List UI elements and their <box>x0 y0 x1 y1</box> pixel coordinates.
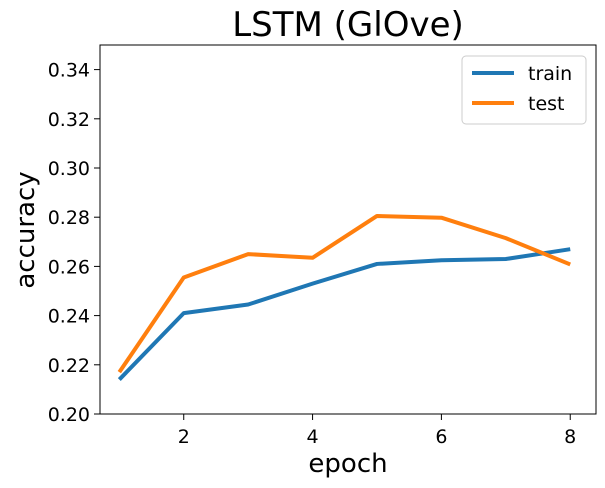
y-tick-label: 0.34 <box>48 60 90 82</box>
x-tick-label: 4 <box>307 426 319 448</box>
legend-label-train: train <box>528 63 572 85</box>
y-tick-label: 0.24 <box>48 306 90 328</box>
legend-label-test: test <box>528 93 565 115</box>
x-axis: 2 4 6 8 <box>178 414 576 448</box>
y-tick-label: 0.26 <box>48 256 90 278</box>
legend: train test <box>461 55 587 125</box>
x-tick-label: 2 <box>178 426 190 448</box>
x-axis-title: epoch <box>308 449 387 479</box>
y-axis-title: accuracy <box>11 171 41 288</box>
y-tick-label: 0.28 <box>48 207 90 229</box>
plot-frame <box>99 44 597 415</box>
series-line-train <box>117 247 571 381</box>
x-tick-label: 8 <box>564 426 576 448</box>
y-tick-label: 0.22 <box>48 355 90 377</box>
series-line-test <box>117 213 571 374</box>
y-tick-label: 0.20 <box>48 404 90 426</box>
plot-area <box>117 213 571 381</box>
x-tick-label: 6 <box>435 426 447 448</box>
chart-title: LSTM (GlOve) <box>232 5 464 45</box>
y-tick-label: 0.30 <box>48 158 90 180</box>
y-axis: 0.20 0.22 0.24 0.26 0.28 0.30 0.32 0.34 <box>48 60 100 426</box>
y-tick-label: 0.32 <box>48 109 90 131</box>
